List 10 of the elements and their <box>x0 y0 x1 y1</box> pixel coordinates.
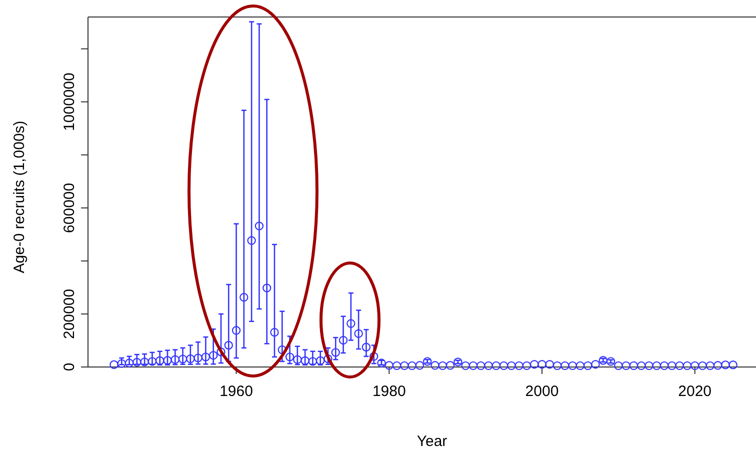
x-tick-label: 2020 <box>678 383 712 400</box>
y-tick-label: 600000 <box>61 182 78 233</box>
y-tick-label: 200000 <box>61 288 78 339</box>
x-tick-label: 1960 <box>220 383 253 400</box>
x-axis-title: Year <box>416 433 448 450</box>
y-tick-label: 0 <box>61 362 78 372</box>
x-tick-label: 1980 <box>372 383 406 400</box>
x-tick-label: 2000 <box>525 383 559 400</box>
y-tick-label: 1000000 <box>61 72 78 132</box>
y-axis-title: Age-0 recruits (1,000s) <box>11 120 28 274</box>
